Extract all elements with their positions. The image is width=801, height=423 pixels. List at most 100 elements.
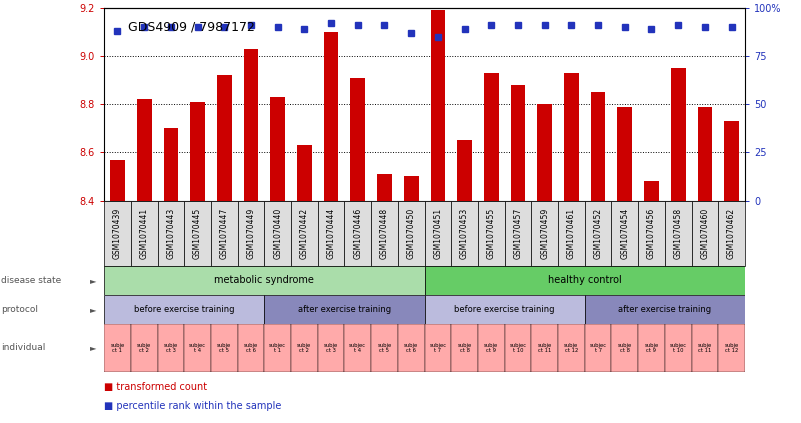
Text: subje
ct 9: subje ct 9 [644, 343, 658, 353]
Bar [425, 324, 451, 372]
Bar [244, 49, 258, 201]
Text: GSM1070445: GSM1070445 [193, 208, 202, 259]
Bar [158, 324, 184, 372]
Text: subjec
t 4: subjec t 4 [189, 343, 206, 353]
Bar [297, 145, 312, 201]
Text: subje
ct 2: subje ct 2 [297, 343, 312, 353]
Bar [478, 201, 505, 266]
Bar [131, 201, 158, 266]
Bar [158, 201, 184, 266]
Text: ■ transformed count: ■ transformed count [104, 382, 207, 392]
Bar [351, 78, 365, 201]
Text: GSM1070442: GSM1070442 [300, 208, 309, 259]
Bar [264, 324, 291, 372]
Bar [558, 201, 585, 266]
Bar [451, 201, 478, 266]
Text: GSM1070456: GSM1070456 [647, 208, 656, 259]
Text: GSM1070440: GSM1070440 [273, 208, 282, 259]
Text: GSM1070439: GSM1070439 [113, 208, 122, 259]
Text: subje
ct 12: subje ct 12 [564, 343, 578, 353]
Bar [163, 128, 179, 201]
Text: subje
ct 3: subje ct 3 [324, 343, 338, 353]
Bar [558, 324, 585, 372]
Text: subje
ct 5: subje ct 5 [377, 343, 392, 353]
Bar [344, 201, 371, 266]
Bar [291, 324, 318, 372]
Bar [104, 266, 425, 295]
Bar [344, 324, 371, 372]
Text: subjec
t 4: subjec t 4 [349, 343, 366, 353]
Bar [104, 201, 131, 266]
Text: subje
ct 12: subje ct 12 [724, 343, 739, 353]
Bar [484, 73, 498, 201]
Text: subje
ct 8: subje ct 8 [618, 343, 632, 353]
Bar [665, 201, 691, 266]
Text: protocol: protocol [1, 305, 38, 314]
Bar [184, 324, 211, 372]
Text: ■ percentile rank within the sample: ■ percentile rank within the sample [104, 401, 281, 411]
Bar [585, 295, 745, 324]
Bar [585, 201, 611, 266]
Bar [505, 201, 531, 266]
Bar [398, 201, 425, 266]
Text: subje
ct 9: subje ct 9 [484, 343, 498, 353]
Bar [111, 159, 125, 201]
Bar [718, 324, 745, 372]
Text: GSM1070451: GSM1070451 [433, 208, 442, 259]
Text: GSM1070460: GSM1070460 [700, 208, 710, 259]
Bar [698, 107, 712, 201]
Bar [638, 201, 665, 266]
Text: GSM1070462: GSM1070462 [727, 208, 736, 259]
Text: GSM1070449: GSM1070449 [247, 208, 256, 259]
Bar [131, 324, 158, 372]
Bar [585, 324, 611, 372]
Bar [104, 324, 131, 372]
Text: GSM1070457: GSM1070457 [513, 208, 522, 259]
Text: GSM1070458: GSM1070458 [674, 208, 682, 259]
Bar [531, 324, 558, 372]
Text: subje
ct 11: subje ct 11 [698, 343, 712, 353]
Bar [505, 324, 531, 372]
Text: subje
ct 5: subje ct 5 [217, 343, 231, 353]
Text: GSM1070443: GSM1070443 [167, 208, 175, 259]
Bar [718, 201, 745, 266]
Text: subje
ct 1: subje ct 1 [111, 343, 125, 353]
Bar [724, 121, 739, 201]
Text: GSM1070454: GSM1070454 [620, 208, 630, 259]
Bar [371, 324, 398, 372]
Text: ►: ► [90, 305, 96, 314]
Bar [191, 102, 205, 201]
Bar [211, 201, 238, 266]
Bar [398, 324, 425, 372]
Text: subje
ct 3: subje ct 3 [163, 343, 178, 353]
Bar [425, 295, 585, 324]
Bar [318, 201, 344, 266]
Bar [537, 104, 552, 201]
Text: subjec
t 10: subjec t 10 [509, 343, 526, 353]
Bar [271, 97, 285, 201]
Bar [425, 266, 745, 295]
Bar [137, 99, 151, 201]
Text: GSM1070447: GSM1070447 [219, 208, 229, 259]
Bar [671, 68, 686, 201]
Text: GSM1070453: GSM1070453 [460, 208, 469, 259]
Text: GSM1070444: GSM1070444 [327, 208, 336, 259]
Bar [511, 85, 525, 201]
Bar [404, 176, 419, 201]
Bar [377, 174, 392, 201]
Text: after exercise training: after exercise training [298, 305, 391, 314]
Bar [291, 201, 318, 266]
Bar [451, 324, 478, 372]
Text: GSM1070461: GSM1070461 [567, 208, 576, 259]
Bar [564, 73, 579, 201]
Bar [318, 324, 344, 372]
Bar [478, 324, 505, 372]
Bar [591, 92, 606, 201]
Text: GSM1070459: GSM1070459 [540, 208, 549, 259]
Bar [371, 201, 398, 266]
Bar [264, 201, 291, 266]
Text: disease state: disease state [1, 276, 61, 285]
Bar [691, 324, 718, 372]
Text: ►: ► [90, 343, 96, 352]
Text: subje
ct 11: subje ct 11 [537, 343, 552, 353]
